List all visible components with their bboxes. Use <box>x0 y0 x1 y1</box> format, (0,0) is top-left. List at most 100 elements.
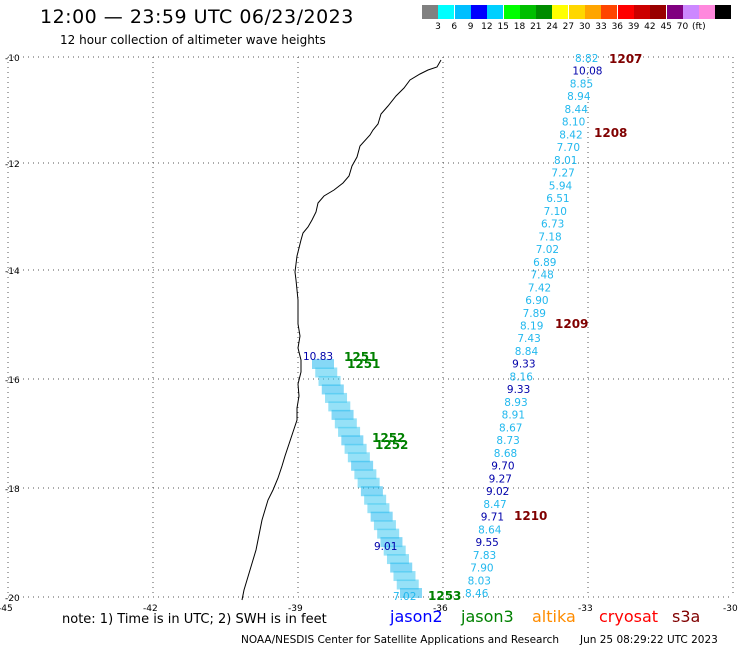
x-tick-label: -33 <box>578 604 593 614</box>
coastline <box>241 59 442 601</box>
track-marker <box>334 418 357 429</box>
track-value-label: 6.90 <box>525 295 548 307</box>
track-marker <box>393 571 416 582</box>
satellite-name: jason2 <box>390 607 443 626</box>
track-value-label: 8.91 <box>502 410 525 422</box>
legend-swatch <box>422 5 438 19</box>
track-value-label: 8.46 <box>465 588 489 600</box>
track-value-label: 7.18 <box>538 231 561 243</box>
legend-label: 33 <box>595 22 607 32</box>
track-marker <box>400 588 422 598</box>
legend-label: 15 <box>497 22 509 32</box>
track-value-label: 8.64 <box>478 524 502 536</box>
track-value-label: 8.47 <box>483 499 506 511</box>
track-value-label: 7.70 <box>557 142 580 154</box>
track-value-label: 7.27 <box>551 168 574 180</box>
track-value-label: 10.08 <box>572 66 602 78</box>
track-marker <box>321 384 344 395</box>
legend-label: 39 <box>627 22 640 32</box>
orbit-number-label: 1208 <box>594 126 627 140</box>
track-value-label: 7.42 <box>528 282 551 294</box>
legend-swatch <box>601 5 618 19</box>
x-tick-label: -45 <box>0 604 13 614</box>
track-marker <box>341 435 364 446</box>
legend-swatch <box>536 5 553 19</box>
track-value-label: 7.10 <box>544 206 567 218</box>
track-value-label: 8.68 <box>494 448 517 460</box>
legend-swatch <box>715 5 732 19</box>
legend-swatch <box>568 5 585 19</box>
satellite-name: jason3 <box>461 607 514 626</box>
track-value-label: 10.83 <box>303 351 333 363</box>
legend-swatch <box>650 5 667 19</box>
track-value-label: 9.27 <box>489 473 512 485</box>
track-value-label: 8.03 <box>468 575 491 587</box>
y-tick-label: -20 <box>5 594 20 604</box>
track-marker <box>364 494 387 505</box>
track-marker <box>380 537 403 548</box>
legend-swatch <box>438 5 455 19</box>
track-value-label: 7.89 <box>523 308 546 320</box>
track-value-label: 8.44 <box>565 104 589 116</box>
y-tick-label: -14 <box>5 267 20 277</box>
y-tick-label: -12 <box>5 160 20 170</box>
track-value-label: 7.48 <box>530 270 553 282</box>
track-value-label: 7.83 <box>473 550 496 562</box>
track-value-label: 8.82 <box>575 53 598 65</box>
legend-label: 18 <box>513 22 526 32</box>
track-value-label: 8.01 <box>554 155 577 167</box>
track-marker <box>357 477 380 488</box>
track-marker <box>312 359 334 369</box>
legend-label: 30 <box>578 22 591 32</box>
track-value-label: 7.43 <box>517 333 540 345</box>
legend-swatch <box>470 5 487 19</box>
track-marker <box>331 409 354 420</box>
map-subtitle: 12 hour collection of altimeter wave hei… <box>60 33 326 47</box>
legend-label: 24 <box>546 22 558 32</box>
track-marker <box>354 469 377 480</box>
legend-label: 45 <box>660 22 672 32</box>
track-value-label: 8.10 <box>562 117 585 129</box>
x-tick-label: -39 <box>288 604 303 614</box>
x-tick-label: -42 <box>143 604 158 614</box>
track-value-label: 9.33 <box>507 384 530 396</box>
x-tick-label: -30 <box>723 604 738 614</box>
track-marker <box>338 426 361 437</box>
legend-label: (ft) <box>692 22 706 32</box>
track-value-label: 8.67 <box>499 422 522 434</box>
track-value-label: 7.02 <box>536 244 559 256</box>
track-value-label: 9.70 <box>491 461 514 473</box>
legend-swatch <box>682 5 699 19</box>
track-value-label: 6.73 <box>541 219 564 231</box>
timestamp-text: Jun 25 08:29:22 UTC 2023 <box>580 634 718 646</box>
track-value-label: 7.02 <box>393 591 416 603</box>
legend-swatch <box>552 5 569 19</box>
track-value-label: 9.02 <box>486 486 509 498</box>
orbit-number-label: 1210 <box>514 509 547 523</box>
track-value-label: 7.90 <box>470 563 493 575</box>
orbit-number-label: 1251 <box>344 350 377 364</box>
track-value-label: 9.33 <box>512 359 535 371</box>
orbit-number-label-shadow: 1251 <box>347 357 380 371</box>
track-value-label: 6.89 <box>533 257 556 269</box>
track-marker <box>315 367 338 378</box>
track-marker <box>386 554 409 565</box>
track-value-label: 8.42 <box>559 129 582 141</box>
track-marker <box>396 579 419 590</box>
credit-text: NOAA/NESDIS Center for Satellite Applica… <box>241 634 559 646</box>
track-marker <box>318 375 341 386</box>
legend-swatch <box>519 5 536 19</box>
x-tick-label: -36 <box>433 604 448 614</box>
track-value-label: 8.84 <box>515 346 539 358</box>
satellite-name: cryosat <box>599 607 659 626</box>
track-value-label: 8.93 <box>504 397 527 409</box>
track-value-label: 5.94 <box>549 180 573 192</box>
altimeter-track-west: 10.83 9.01 7.02 <box>303 351 422 603</box>
track-marker <box>367 503 390 514</box>
track-marker <box>383 545 406 556</box>
satellite-name: altika <box>532 607 576 626</box>
track-value-label: 8.73 <box>496 435 519 447</box>
axis-tick-labels: -10 -12 -14 -16 -18 -20-45 -42 -39 -36 -33 -30 <box>0 54 738 614</box>
track-marker <box>351 460 374 471</box>
